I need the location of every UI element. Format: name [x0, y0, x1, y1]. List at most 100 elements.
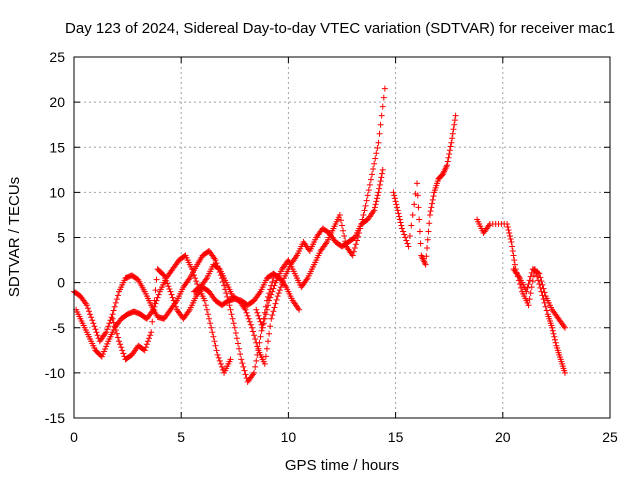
data-point [527, 290, 534, 297]
data-point [276, 287, 283, 294]
data-point [536, 281, 543, 288]
data-point [414, 180, 421, 187]
data-point [207, 320, 214, 327]
x-tick-labels: 0 5 10 15 20 25 [70, 429, 618, 445]
data-point [212, 342, 219, 349]
data-point [397, 219, 404, 226]
data-point [212, 257, 219, 264]
y-tick-labels: -15 -10 -5 0 5 10 15 20 25 [45, 49, 65, 426]
data-point [260, 320, 267, 327]
data-point [120, 350, 127, 357]
data-point [296, 306, 303, 313]
x-tick-label: 5 [177, 429, 185, 445]
data-point [213, 347, 220, 354]
data-point [416, 228, 423, 235]
data-point [511, 261, 518, 268]
data-point [372, 201, 379, 208]
data-point [143, 341, 150, 348]
data-point [148, 329, 155, 336]
data-point [242, 306, 249, 313]
data-point [391, 195, 398, 202]
data-series [191, 166, 386, 367]
data-point [393, 201, 400, 208]
data-point [371, 204, 378, 211]
y-tick-label: 15 [49, 139, 65, 155]
data-point [366, 181, 373, 188]
data-point [257, 318, 264, 325]
data-point [350, 248, 357, 255]
data-point [380, 94, 387, 101]
data-point [141, 347, 148, 354]
data-point [104, 326, 111, 333]
data-point [150, 308, 157, 315]
data-point [215, 265, 222, 272]
data-point [541, 289, 548, 296]
data-point [103, 329, 110, 336]
data-point [144, 338, 151, 345]
data-point [203, 306, 210, 313]
data-point [242, 371, 249, 378]
data-point [265, 302, 272, 309]
data-point [537, 274, 544, 281]
data-point [552, 339, 559, 346]
data-point [526, 277, 533, 284]
data-point [452, 112, 459, 119]
data-point [151, 297, 158, 304]
data-point [161, 272, 168, 279]
data-point [269, 278, 276, 285]
data-point [535, 269, 542, 276]
data-point [403, 237, 410, 244]
data-point [529, 278, 536, 285]
data-point [340, 227, 347, 234]
data-point [253, 306, 260, 313]
x-tick-label: 15 [388, 429, 404, 445]
data-point [235, 340, 242, 347]
data-point [504, 223, 511, 230]
data-point [551, 336, 558, 343]
y-tick-label: 0 [57, 275, 65, 291]
data-point [266, 297, 273, 304]
data-point [116, 338, 123, 345]
data-point [269, 288, 276, 295]
data-point [280, 278, 287, 285]
data-point [352, 241, 359, 248]
data-point [537, 284, 544, 291]
data-point [363, 197, 370, 204]
data-point [339, 222, 345, 229]
data-point [266, 330, 273, 337]
data-point [427, 208, 434, 215]
data-point [506, 229, 513, 236]
data-series [109, 266, 303, 363]
data-point [257, 333, 264, 340]
data-point [110, 307, 117, 314]
data-point [551, 333, 558, 340]
data-point [451, 117, 458, 124]
data-point [378, 112, 385, 119]
data-point [508, 239, 515, 246]
data-point [191, 272, 198, 279]
data-point [159, 271, 166, 278]
data-point [109, 315, 116, 322]
data-point [93, 329, 100, 336]
data-point [253, 357, 260, 364]
data-point [114, 292, 121, 299]
data-point [451, 121, 458, 128]
y-tick-label: -5 [53, 320, 66, 336]
data-point [360, 211, 367, 218]
data-point [374, 192, 381, 199]
data-point [426, 220, 433, 227]
data-point [561, 369, 568, 376]
data-point [422, 261, 429, 268]
data-point [152, 300, 159, 307]
data-point [265, 338, 272, 345]
data-point [444, 162, 451, 169]
data-point [356, 229, 363, 236]
data-point [549, 327, 556, 334]
x-tick-label: 0 [70, 429, 78, 445]
data-point [230, 320, 237, 327]
y-tick-label: -15 [45, 410, 65, 426]
data-point [268, 315, 275, 322]
data-point [172, 303, 179, 310]
data-point [505, 226, 512, 233]
data-point [193, 278, 200, 285]
